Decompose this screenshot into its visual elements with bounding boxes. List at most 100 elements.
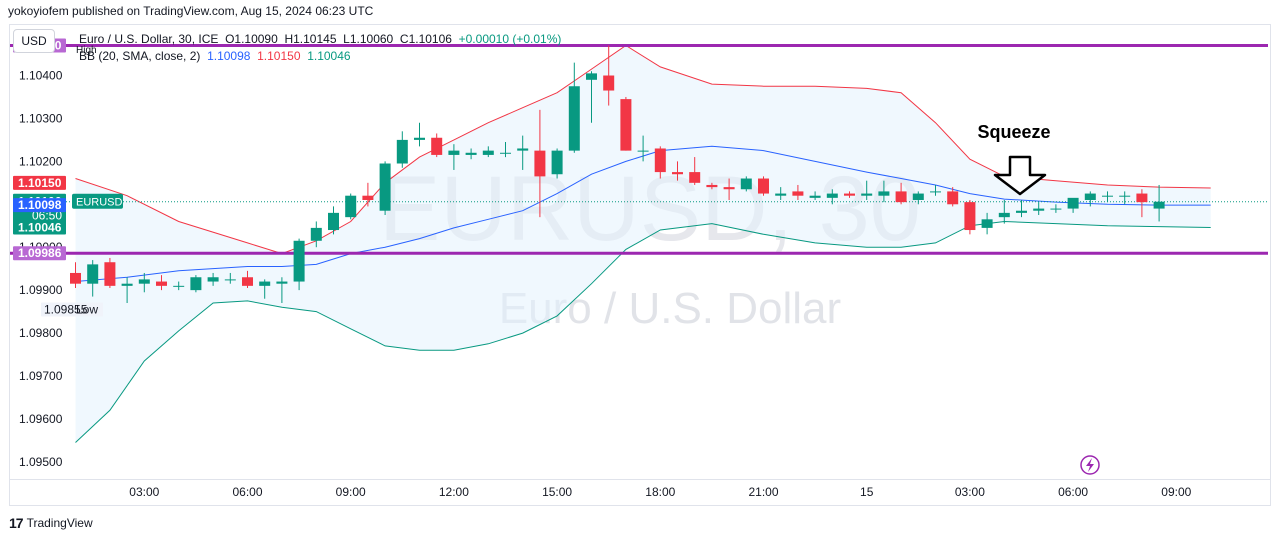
candle-body[interactable] <box>620 99 632 151</box>
price-label-countdown: 06:50 <box>32 209 62 223</box>
currency-button[interactable]: USD <box>13 29 55 53</box>
candle-body[interactable] <box>328 212 339 231</box>
y-tick-label: 1.09700 <box>19 369 63 383</box>
legend-bb-basis: 1.10098 <box>207 49 251 63</box>
candle-body[interactable] <box>224 279 236 281</box>
candle-body[interactable] <box>637 150 649 152</box>
candle-body[interactable] <box>1084 193 1096 200</box>
candle-body[interactable] <box>672 172 683 175</box>
candle-body[interactable] <box>689 172 701 183</box>
down-arrow-icon <box>993 155 1047 196</box>
candle-body[interactable] <box>104 262 116 286</box>
candle-body[interactable] <box>844 193 855 196</box>
candle-body[interactable] <box>586 73 597 80</box>
candle-body[interactable] <box>964 202 976 231</box>
candle-body[interactable] <box>878 191 890 196</box>
candle-body[interactable] <box>826 193 838 198</box>
candle-body[interactable] <box>809 195 821 198</box>
candle-body[interactable] <box>190 277 202 291</box>
candle-body[interactable] <box>981 219 993 228</box>
candle-body[interactable] <box>293 240 305 282</box>
candle-body[interactable] <box>1050 208 1062 210</box>
x-tick-label: 21:00 <box>748 485 778 499</box>
legend-symbol[interactable]: Euro / U.S. Dollar, 30, ICE <box>79 32 219 46</box>
candle-body[interactable] <box>1067 197 1079 209</box>
candle-body[interactable] <box>173 285 185 287</box>
candle-body[interactable] <box>396 139 408 164</box>
x-tick-label: 15:00 <box>542 485 572 499</box>
candle-body[interactable] <box>740 178 752 190</box>
legend-low: L1.10060 <box>343 32 394 46</box>
candle-body[interactable] <box>414 137 425 140</box>
candle-body[interactable] <box>895 191 907 203</box>
price-label-low: 1.09855 <box>44 302 88 316</box>
bb-band-fill <box>75 45 1211 443</box>
legend-ohlc: Euro / U.S. Dollar, 30, ICE O1.10090 H1.… <box>79 31 561 48</box>
candle-body[interactable] <box>87 264 99 284</box>
annotation-squeeze: Squeeze <box>977 122 1050 142</box>
candle-body[interactable] <box>207 277 219 282</box>
price-label-low-bg <box>41 302 103 317</box>
candle-body[interactable] <box>723 187 735 190</box>
legend-bb-lower: 1.10046 <box>307 49 351 63</box>
candle-body[interactable] <box>276 281 288 284</box>
candle-body[interactable] <box>482 150 494 155</box>
price-label-range-low-bg <box>13 246 66 261</box>
legend-bb: BB (20, SMA, close, 2) 1.10098 1.10150 1… <box>79 48 561 65</box>
candle-body[interactable] <box>1102 195 1113 197</box>
candle-body[interactable] <box>947 191 959 205</box>
candle-body[interactable] <box>998 212 1010 218</box>
candle-body[interactable] <box>1016 210 1027 213</box>
candle-body[interactable] <box>792 191 804 196</box>
price-label-basis-bg <box>13 198 66 213</box>
candle-body[interactable] <box>568 86 580 151</box>
candle-body[interactable] <box>431 137 443 155</box>
x-tick-label: 09:00 <box>1161 485 1191 499</box>
legend-close: C1.10106 <box>399 32 452 46</box>
candle-body[interactable] <box>121 283 133 286</box>
candle-body[interactable] <box>654 148 666 173</box>
candle-body[interactable] <box>603 75 615 91</box>
candle-body[interactable] <box>465 152 477 155</box>
candle-body[interactable] <box>1136 193 1148 203</box>
y-tick-label: 1.10200 <box>19 154 63 168</box>
footer-brand[interactable]: 17 TradingView <box>9 515 93 531</box>
price-label-upper-bg <box>13 175 66 190</box>
candle-body[interactable] <box>930 191 941 193</box>
candle-body[interactable] <box>758 178 769 194</box>
legend-high: H1.10145 <box>284 32 337 46</box>
legend-bb-label[interactable]: BB (20, SMA, close, 2) <box>79 49 201 63</box>
candle-body[interactable] <box>379 163 391 211</box>
candle-body[interactable] <box>861 193 873 196</box>
candle-body[interactable] <box>1119 195 1131 197</box>
candle-body[interactable] <box>517 148 529 151</box>
candle-body[interactable] <box>70 272 81 284</box>
candle-body[interactable] <box>259 281 271 286</box>
candle-body[interactable] <box>500 152 511 154</box>
candle-body[interactable] <box>362 195 374 200</box>
candle-body[interactable] <box>310 227 322 241</box>
candle-body[interactable] <box>138 279 150 284</box>
lightning-icon[interactable] <box>1080 455 1100 475</box>
candle-body[interactable] <box>1033 208 1045 211</box>
candle-body[interactable] <box>448 150 460 155</box>
x-tick-label: 12:00 <box>439 485 469 499</box>
candle-body[interactable] <box>156 281 167 286</box>
candle-body[interactable] <box>912 193 924 200</box>
candle-body[interactable] <box>551 150 563 175</box>
candle-body[interactable] <box>775 193 787 196</box>
publisher-line: yokoyiofem published on TradingView.com,… <box>8 4 374 18</box>
candle-body[interactable] <box>242 277 253 286</box>
candle-body[interactable] <box>706 184 718 188</box>
x-tick-label: 03:00 <box>129 485 159 499</box>
legend-bb-upper: 1.10150 <box>257 49 301 63</box>
x-tick-label: 06:00 <box>232 485 262 499</box>
y-tick-label: 1.09600 <box>19 412 63 426</box>
x-tick-label: 06:00 <box>1058 485 1088 499</box>
candle-body[interactable] <box>534 150 546 177</box>
candle-body[interactable] <box>345 195 357 218</box>
x-tick-label: 15 <box>860 485 874 499</box>
candle-body[interactable] <box>1153 201 1165 209</box>
tradingview-logo-icon: 17 <box>9 515 24 531</box>
